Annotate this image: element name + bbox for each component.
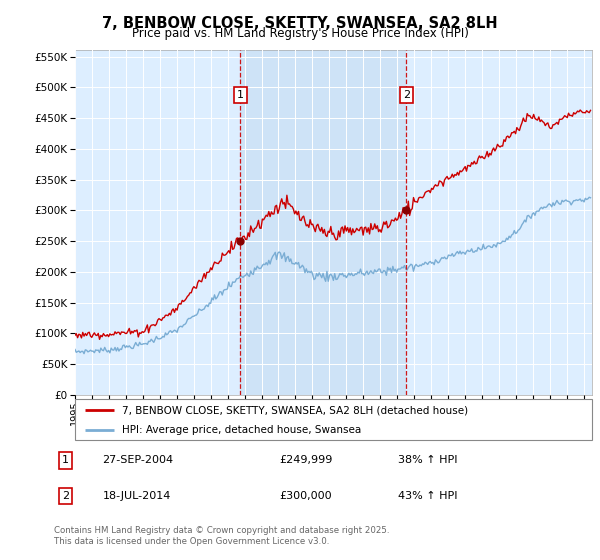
Text: 43% ↑ HPI: 43% ↑ HPI (398, 491, 457, 501)
Text: 2: 2 (403, 90, 410, 100)
Text: 27-SEP-2004: 27-SEP-2004 (103, 455, 173, 465)
Text: 18-JUL-2014: 18-JUL-2014 (103, 491, 171, 501)
Text: Price paid vs. HM Land Registry's House Price Index (HPI): Price paid vs. HM Land Registry's House … (131, 27, 469, 40)
Text: 1: 1 (236, 90, 244, 100)
Text: 38% ↑ HPI: 38% ↑ HPI (398, 455, 457, 465)
Text: HPI: Average price, detached house, Swansea: HPI: Average price, detached house, Swan… (122, 424, 361, 435)
Text: 7, BENBOW CLOSE, SKETTY, SWANSEA, SA2 8LH (detached house): 7, BENBOW CLOSE, SKETTY, SWANSEA, SA2 8L… (122, 405, 467, 415)
Text: 1: 1 (62, 455, 70, 465)
Text: £249,999: £249,999 (280, 455, 333, 465)
Text: Contains HM Land Registry data © Crown copyright and database right 2025.
This d: Contains HM Land Registry data © Crown c… (54, 526, 389, 546)
Text: £300,000: £300,000 (280, 491, 332, 501)
Text: 2: 2 (62, 491, 70, 501)
Text: 7, BENBOW CLOSE, SKETTY, SWANSEA, SA2 8LH: 7, BENBOW CLOSE, SKETTY, SWANSEA, SA2 8L… (102, 16, 498, 31)
Bar (240, 50, 406, 395)
